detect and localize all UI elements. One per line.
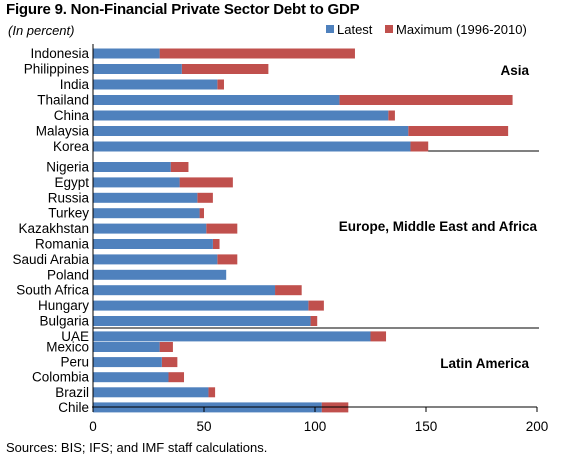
category-label-bulgaria: Bulgaria — [39, 314, 89, 329]
bar-maximum-egypt — [179, 177, 233, 188]
bar-latest-romania — [93, 239, 213, 249]
bar-latest-thailand — [93, 95, 340, 105]
category-label-romania: Romania — [35, 237, 90, 252]
category-label-uae: UAE — [61, 329, 89, 344]
bar-maximum-mexico — [159, 342, 173, 352]
category-label-china: China — [54, 108, 90, 123]
bar-latest-bulgaria — [93, 316, 311, 326]
bar-latest-malaysia — [93, 126, 409, 136]
category-label-chile: Chile — [58, 400, 89, 415]
bar-maximum-india — [217, 79, 224, 90]
category-label-poland: Poland — [47, 267, 89, 282]
bar-latest-peru — [93, 357, 162, 368]
category-label-brazil: Brazil — [55, 385, 89, 400]
bar-maximum-indonesia — [159, 48, 355, 59]
x-tick-label-200: 200 — [526, 419, 549, 434]
bar-latest-kazakhstan — [93, 223, 207, 234]
bar-maximum-colombia — [168, 372, 185, 383]
category-label-turkey: Turkey — [48, 206, 89, 221]
bar-latest-hungary — [93, 300, 309, 311]
bar-latest-colombia — [93, 372, 169, 383]
bar-latest-turkey — [93, 208, 200, 219]
region-label-latin-america: Latin America — [440, 356, 529, 371]
chart-title: Figure 9. Non-Financial Private Sector D… — [6, 1, 360, 18]
bar-maximum-turkey — [199, 208, 204, 219]
bar-maximum-south-africa — [275, 285, 302, 296]
category-label-philippines: Philippines — [24, 62, 90, 77]
bar-maximum-kazakhstan — [206, 223, 238, 234]
category-label-kazakhstan: Kazakhstan — [18, 221, 89, 236]
region-label-europe-middle-east-and-africa: Europe, Middle East and Africa — [339, 219, 538, 234]
category-label-korea: Korea — [53, 139, 90, 154]
legend-swatch-maximum-1996-2010 — [385, 25, 393, 33]
bar-maximum-romania — [212, 239, 220, 249]
bar-latest-russia — [93, 192, 198, 203]
category-label-hungary: Hungary — [38, 298, 89, 313]
category-label-russia: Russia — [48, 190, 90, 205]
bar-maximum-malaysia — [408, 126, 509, 136]
x-tick-label-100: 100 — [304, 419, 327, 434]
category-label-nigeria: Nigeria — [46, 160, 89, 175]
bar-maximum-bulgaria — [310, 316, 318, 326]
chart-source: Sources: BIS; IFS; and IMF staff calcula… — [6, 440, 268, 455]
bar-latest-korea — [93, 141, 411, 152]
bar-maximum-peru — [161, 357, 178, 368]
bar-maximum-nigeria — [170, 162, 189, 172]
legend-entry-latest: Latest — [337, 22, 373, 37]
bar-latest-poland — [93, 269, 227, 280]
category-label-malaysia: Malaysia — [36, 124, 90, 139]
bar-maximum-korea — [410, 141, 429, 152]
region-label-asia: Asia — [500, 63, 529, 78]
category-label-thailand: Thailand — [37, 93, 89, 108]
bar-latest-brazil — [93, 387, 209, 398]
bar-latest-uae — [93, 331, 371, 342]
bar-latest-indonesia — [93, 48, 160, 59]
category-label-saudi-arabia: Saudi Arabia — [12, 252, 89, 267]
category-label-egypt: Egypt — [54, 175, 89, 190]
category-label-india: India — [60, 77, 90, 92]
category-label-indonesia: Indonesia — [30, 46, 89, 61]
bar-latest-saudi-arabia — [93, 254, 218, 265]
bar-latest-india — [93, 79, 218, 90]
bar-latest-nigeria — [93, 162, 171, 172]
category-label-peru: Peru — [60, 355, 89, 370]
x-tick-label-150: 150 — [415, 419, 438, 434]
bar-maximum-brazil — [208, 387, 216, 398]
bar-latest-south-africa — [93, 285, 276, 296]
legend-entry-maximum-1996-2010: Maximum (1996-2010) — [396, 22, 527, 37]
bar-maximum-saudi-arabia — [217, 254, 238, 265]
bar-maximum-china — [388, 110, 395, 121]
bar-maximum-philippines — [181, 64, 269, 74]
x-tick-label-0: 0 — [89, 419, 97, 434]
category-label-south-africa: South Africa — [16, 283, 89, 298]
bar-maximum-uae — [370, 331, 387, 342]
category-label-mexico: Mexico — [46, 340, 89, 355]
x-tick-label-50: 50 — [196, 419, 211, 434]
bar-maximum-hungary — [308, 300, 324, 311]
bar-maximum-russia — [197, 192, 213, 203]
bar-latest-philippines — [93, 64, 182, 74]
legend-swatch-latest — [326, 25, 334, 33]
bar-latest-egypt — [93, 177, 180, 188]
category-label-colombia: Colombia — [32, 370, 90, 385]
bar-latest-mexico — [93, 342, 160, 352]
chart-subtitle: (In percent) — [8, 23, 75, 38]
bar-maximum-thailand — [339, 95, 513, 105]
bar-latest-china — [93, 110, 389, 121]
